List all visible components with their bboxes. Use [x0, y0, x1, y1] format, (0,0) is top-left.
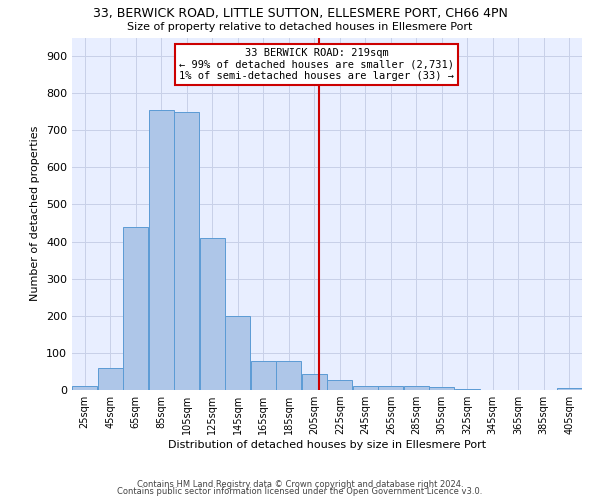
Bar	[175, 112, 199, 390]
Bar	[73, 386, 97, 390]
Bar	[200, 238, 224, 390]
Bar	[557, 388, 581, 390]
Bar	[328, 380, 352, 390]
Bar	[251, 361, 275, 390]
Text: Contains public sector information licensed under the Open Government Licence v3: Contains public sector information licen…	[118, 487, 482, 496]
Text: 33, BERWICK ROAD, LITTLE SUTTON, ELLESMERE PORT, CH66 4PN: 33, BERWICK ROAD, LITTLE SUTTON, ELLESME…	[92, 8, 508, 20]
Bar	[430, 388, 454, 390]
Y-axis label: Number of detached properties: Number of detached properties	[31, 126, 40, 302]
Text: Contains HM Land Registry data © Crown copyright and database right 2024.: Contains HM Land Registry data © Crown c…	[137, 480, 463, 489]
Bar	[124, 226, 148, 390]
Bar	[302, 374, 326, 390]
Bar	[379, 386, 403, 390]
Bar	[98, 368, 122, 390]
Bar	[404, 386, 428, 390]
Bar	[149, 110, 173, 390]
Text: Size of property relative to detached houses in Ellesmere Port: Size of property relative to detached ho…	[127, 22, 473, 32]
X-axis label: Distribution of detached houses by size in Ellesmere Port: Distribution of detached houses by size …	[168, 440, 486, 450]
Text: 33 BERWICK ROAD: 219sqm
← 99% of detached houses are smaller (2,731)
1% of semi-: 33 BERWICK ROAD: 219sqm ← 99% of detache…	[179, 48, 454, 82]
Bar	[226, 316, 250, 390]
Bar	[277, 361, 301, 390]
Bar	[353, 386, 377, 390]
